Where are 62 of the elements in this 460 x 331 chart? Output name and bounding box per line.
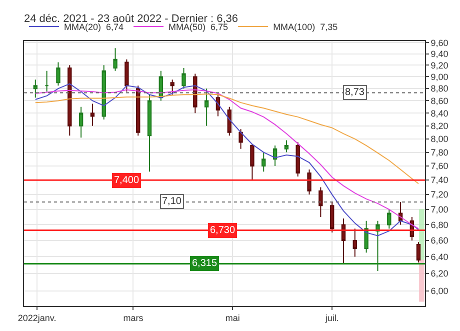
x-tick-label: juil. (324, 312, 339, 323)
candlestick (124, 58, 129, 92)
y-tick-label: 7,20 (430, 190, 448, 200)
y-tick-label: 8,60 (430, 96, 448, 106)
candlestick (238, 128, 243, 150)
candlestick (341, 218, 346, 264)
candlestick (193, 73, 198, 114)
annotation: 7,10 (162, 196, 182, 207)
y-tick-label: 6,00 (430, 286, 448, 296)
candlestick (262, 152, 266, 172)
x-tick-label: 2022janv. (18, 312, 56, 323)
candlestick (182, 68, 186, 90)
candlestick (387, 208, 392, 230)
legend-label: MMA(20) 6,74 (64, 22, 124, 32)
candlestick (33, 79, 38, 98)
y-tick-label: 8,20 (430, 121, 448, 132)
annotation: 7,400 (114, 175, 140, 186)
y-tick-label: 7,60 (430, 161, 448, 172)
candlestick (78, 106, 84, 138)
candlestick (330, 201, 334, 234)
candlestick (204, 88, 209, 126)
candlestick (113, 48, 118, 72)
y-tick-label: 6,20 (430, 268, 448, 279)
candlestick (56, 62, 60, 86)
y-tick-label: 9,60 (430, 38, 448, 48)
y-tick-label: 7,80 (430, 147, 448, 158)
candlestick (68, 64, 72, 136)
y-tick-label: 9,40 (430, 48, 448, 59)
candlestick (102, 64, 106, 120)
candlestick (352, 228, 357, 258)
annotation: 6,315 (192, 258, 218, 269)
y-tick-label: 8,00 (430, 134, 448, 144)
candlestick (147, 94, 152, 172)
annotation: 8,73 (345, 87, 365, 98)
candlestick (136, 85, 140, 136)
candlestick (376, 220, 380, 272)
candlestick (227, 106, 232, 136)
candlestick (296, 142, 300, 178)
candlestick (272, 145, 278, 166)
candlestick (250, 144, 254, 181)
x-tick-label: mai (225, 312, 240, 323)
candlestick (90, 103, 95, 126)
y-tick-label: 9,00 (430, 72, 448, 82)
candlestick (284, 140, 289, 153)
x-tick-label: mars (123, 312, 144, 323)
annotation: 6,730 (210, 225, 236, 236)
candlestick (170, 79, 174, 96)
y-tick-label: 8,40 (430, 108, 448, 118)
y-tick-label: 6,80 (430, 220, 448, 230)
y-tick-label: 7,00 (430, 204, 448, 215)
y-tick-label: 8,80 (430, 84, 448, 94)
legend-label: MMA(50) 6,75 (168, 22, 228, 32)
legend-label: MMA(100) 7,35 (273, 22, 338, 32)
candlestick (318, 186, 323, 218)
y-tick-label: 9,20 (430, 60, 448, 70)
y-tick-label: 7,40 (430, 175, 448, 186)
candlestick (44, 70, 49, 92)
candlestick (307, 168, 312, 196)
y-tick-label: 6,40 (430, 252, 448, 262)
chart-subtitle: 24 déc. 2021 - 23 août 2022 - Dernier : 6,36 (24, 13, 238, 25)
y-tick-label: 6,60 (430, 236, 448, 246)
candlestick (416, 242, 421, 264)
